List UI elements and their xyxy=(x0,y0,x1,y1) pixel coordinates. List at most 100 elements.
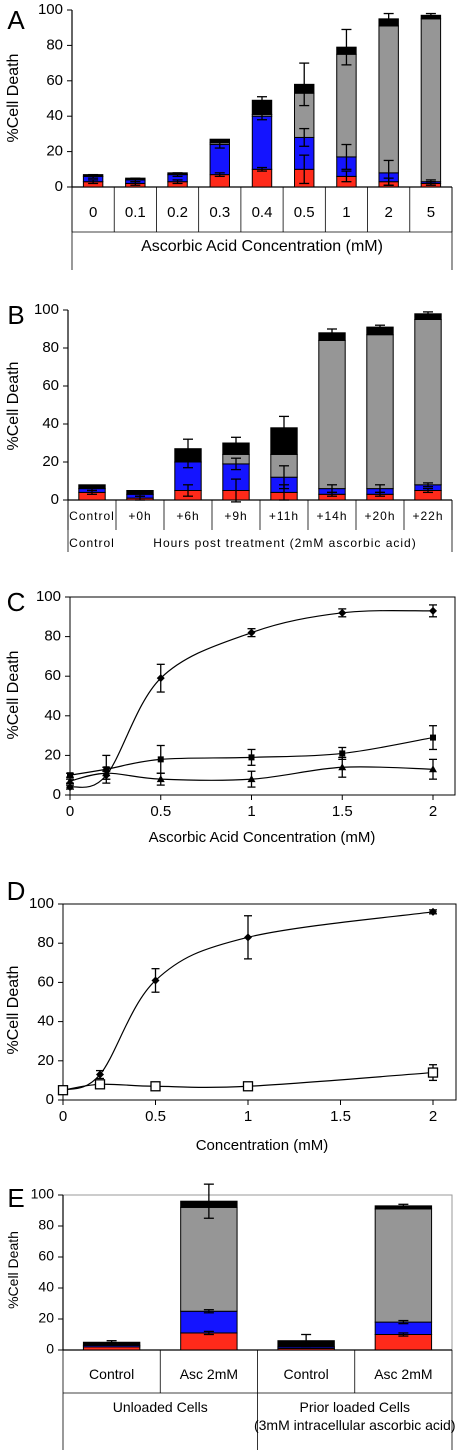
chart-c-x-tick-label: 2 xyxy=(429,803,437,820)
chart-a-category-label: 0 xyxy=(89,204,97,221)
chart-c-x-tick-label: 0.5 xyxy=(150,803,171,820)
panel-letter-a: A xyxy=(7,5,25,35)
chart-a-bar-red xyxy=(251,168,273,188)
chart-a-bar-blue xyxy=(251,115,273,170)
chart-d-series-1-marker xyxy=(151,976,160,985)
chart-d-series-1-marker xyxy=(96,1070,104,1079)
chart-a-category-label: 0.4 xyxy=(252,204,273,221)
chart-c-y-tick-label: 100 xyxy=(36,588,61,605)
chart-b-y-tick-label: 100 xyxy=(34,301,59,318)
panel-letter-c: C xyxy=(7,587,26,617)
chart-b-bar-gray xyxy=(366,334,394,490)
chart-e-bar-blue xyxy=(180,1310,238,1334)
chart-a-y-tick-label: 100 xyxy=(38,1,63,18)
chart-a-bar-blue xyxy=(209,144,230,176)
chart-d-y-tick-label: 100 xyxy=(29,895,54,912)
chart-d-x-tick-label: 2 xyxy=(429,1108,437,1125)
chart-a-category-label: 5 xyxy=(427,204,435,221)
chart-c-y-tick-label: 80 xyxy=(44,628,61,645)
chart-c-y-tick-label: 20 xyxy=(44,746,61,763)
chart-d-series-2-marker xyxy=(242,1081,254,1092)
chart-c-x-axis-title: Ascorbic Acid Concentration (mM) xyxy=(149,829,376,846)
chart-e-bar-gray xyxy=(180,1206,238,1312)
chart-b-category-label: +0h xyxy=(128,509,151,523)
chart-a-y-tick-label: 20 xyxy=(46,143,63,160)
chart-b-bar-gray xyxy=(414,319,442,486)
chart-a-category-label: 0.5 xyxy=(294,204,315,221)
chart-d-series-2-line xyxy=(62,1071,434,1091)
chart-c-series-2-marker xyxy=(157,756,164,763)
chart-e-y-tick-label: 20 xyxy=(38,1310,54,1326)
chart-a-y-tick-label: 80 xyxy=(46,36,63,53)
chart-c-x-tick-label: 0 xyxy=(66,803,74,820)
chart-d-y-tick-label: 60 xyxy=(37,973,54,990)
chart-a-category-label: 0.2 xyxy=(167,204,188,221)
chart-c-series-2-marker xyxy=(339,750,346,757)
chart-b-y-tick-label: 20 xyxy=(42,453,59,470)
chart-c-series-2-marker xyxy=(67,772,73,779)
panel-letter-e: E xyxy=(7,1183,24,1213)
chart-c-series-2-marker xyxy=(248,754,255,761)
chart-e-y-tick-label: 60 xyxy=(38,1248,54,1264)
chart-e-category-label: Asc 2mM xyxy=(374,1366,432,1382)
chart-d-series-2-marker xyxy=(94,1079,106,1090)
chart-b-y-tick-label: 60 xyxy=(42,377,59,394)
chart-c-series-3-marker xyxy=(66,777,74,785)
chart-a-y-axis-title: %Cell Death xyxy=(5,54,22,143)
chart-b-y-axis-title: %Cell Death xyxy=(5,362,22,451)
chart-c-series-3-marker xyxy=(102,769,111,777)
chart-c-y-tick-label: 40 xyxy=(44,707,61,724)
chart-d-x-tick-label: 1.5 xyxy=(330,1108,351,1125)
panel-letter-b: B xyxy=(7,300,24,330)
chart-c-y-axis-title: %Cell Death xyxy=(5,651,22,740)
chart-c-series-3-marker xyxy=(429,765,437,773)
chart-c-series-3-marker xyxy=(247,775,256,783)
chart-c-plot-frame xyxy=(69,596,456,796)
chart-e-bar-red xyxy=(374,1334,433,1351)
chart-c-y-tick-label: 60 xyxy=(44,667,61,684)
chart-b-category-label: +9h xyxy=(224,509,247,523)
chart-e-bar-red xyxy=(180,1332,238,1351)
chart-e-group-label-prior-loaded: Prior loaded Cells (3mM intracellular asc… xyxy=(254,1399,456,1433)
chart-a-bar-gray xyxy=(378,25,399,174)
chart-d-y-tick-label: 40 xyxy=(37,1013,54,1030)
chart-d-x-tick-label: 1 xyxy=(244,1108,252,1125)
chart-c-y-tick-label: 0 xyxy=(53,786,61,803)
chart-d-y-tick-label: 80 xyxy=(37,934,54,951)
chart-e-y-tick-label: 80 xyxy=(38,1217,54,1233)
chart-a-bar-gray xyxy=(336,53,357,158)
chart-c-series-1-marker xyxy=(429,606,437,615)
chart-c-series-1-marker xyxy=(66,783,74,792)
chart-e-category-label: Control xyxy=(89,1366,134,1382)
chart-b-category-label: +20h xyxy=(364,509,395,523)
chart-e-y-tick-label: 40 xyxy=(38,1279,54,1295)
chart-d-series-1-marker xyxy=(429,907,437,916)
chart-c-series-1-marker xyxy=(338,608,347,617)
chart-d-series-2-marker xyxy=(57,1085,69,1096)
chart-d-series-2-marker xyxy=(150,1081,161,1092)
chart-a-y-tick-label: 0 xyxy=(55,178,63,195)
chart-e-category-label: Control xyxy=(284,1366,329,1382)
chart-c-x-tick-label: 1 xyxy=(247,803,255,820)
panel-letter-d: D xyxy=(7,876,26,906)
chart-e-group-label-unloaded: Unloaded Cells xyxy=(113,1399,208,1415)
chart-d-x-axis-title: Concentration (mM) xyxy=(196,1137,329,1154)
chart-b-control-axis-label: Control xyxy=(69,536,115,550)
chart-e-category-label: Asc 2mM xyxy=(180,1366,238,1382)
chart-a-y-tick-label: 40 xyxy=(46,107,63,124)
chart-c-series-3-marker xyxy=(156,775,165,783)
chart-d-series-2-marker xyxy=(427,1067,439,1078)
chart-d-series-1-marker xyxy=(244,933,252,942)
chart-d-x-tick-label: 0 xyxy=(59,1108,67,1125)
chart-a-x-axis-title: Ascorbic Acid Concentration (mM) xyxy=(141,238,383,255)
chart-b-category-label: +22h xyxy=(412,509,443,523)
chart-c-series-1-marker xyxy=(247,628,256,637)
chart-d-x-tick-label: 0.5 xyxy=(145,1108,166,1125)
chart-b-x-axis-title: Hours post treatment (2mM ascorbic acid) xyxy=(153,536,416,550)
chart-d-plot-frame xyxy=(62,903,457,1101)
chart-b-y-tick-label: 40 xyxy=(42,415,59,432)
chart-b-y-tick-label: 80 xyxy=(42,339,59,356)
chart-c-x-tick-label: 1.5 xyxy=(332,803,353,820)
chart-b-category-label: Control xyxy=(69,509,115,523)
